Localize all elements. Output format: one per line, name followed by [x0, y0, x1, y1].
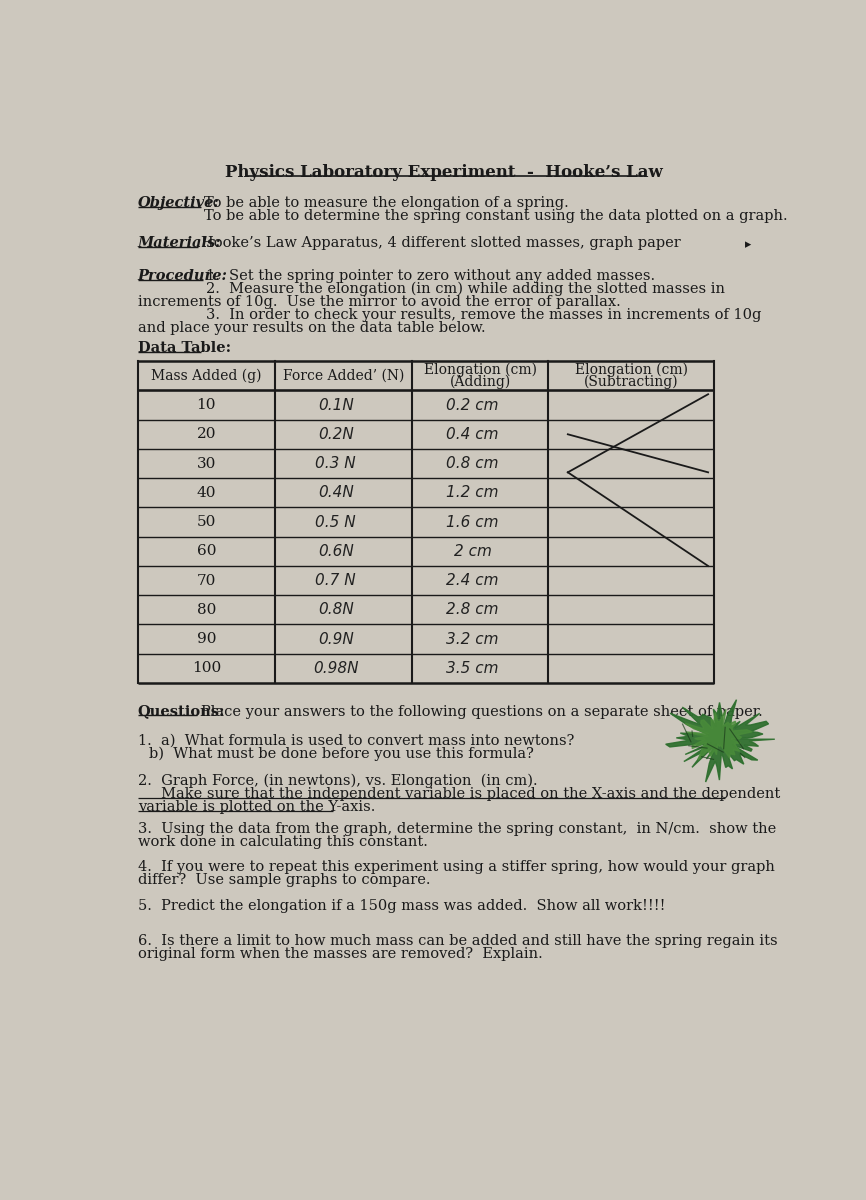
Text: 3.2 cm: 3.2 cm — [446, 631, 499, 647]
Text: and place your results on the data table below.: and place your results on the data table… — [138, 322, 485, 335]
Text: 2.4 cm: 2.4 cm — [446, 574, 499, 588]
Polygon shape — [685, 709, 753, 760]
Text: 1.2 cm: 1.2 cm — [446, 485, 499, 500]
Text: 30: 30 — [197, 456, 216, 470]
Text: 0.4N: 0.4N — [318, 485, 353, 500]
Text: 5.  Predict the elongation if a 150g mass was added.  Show all work!!!!: 5. Predict the elongation if a 150g mass… — [138, 899, 665, 912]
Text: To be able to determine the spring constant using the data plotted on a graph.: To be able to determine the spring const… — [204, 210, 788, 223]
Text: 100: 100 — [191, 661, 221, 676]
Text: 1.6 cm: 1.6 cm — [446, 515, 499, 529]
Text: 3.  Using the data from the graph, determine the spring constant,  in N/cm.  sho: 3. Using the data from the graph, determ… — [138, 822, 776, 835]
Text: 0.7 N: 0.7 N — [315, 574, 356, 588]
Text: 0.2 cm: 0.2 cm — [446, 397, 499, 413]
Text: 0.98N: 0.98N — [313, 661, 359, 676]
Text: 1.  a)  What formula is used to convert mass into newtons?: 1. a) What formula is used to convert ma… — [138, 734, 574, 748]
Text: Make sure that the independent variable is placed on the X-axis and the dependen: Make sure that the independent variable … — [138, 787, 780, 800]
Text: 70: 70 — [197, 574, 216, 588]
Text: 3.5 cm: 3.5 cm — [446, 661, 499, 676]
Text: 0.9N: 0.9N — [318, 631, 353, 647]
Text: 0.2N: 0.2N — [318, 427, 353, 442]
Text: 0.8 cm: 0.8 cm — [446, 456, 499, 472]
Text: 90: 90 — [197, 632, 216, 646]
Text: 2.8 cm: 2.8 cm — [446, 602, 499, 617]
Polygon shape — [666, 700, 775, 782]
Text: variable is plotted on the Y-axis.: variable is plotted on the Y-axis. — [138, 800, 375, 814]
Text: 80: 80 — [197, 602, 216, 617]
Text: Data Table:: Data Table: — [138, 341, 231, 355]
Text: differ?  Use sample graphs to compare.: differ? Use sample graphs to compare. — [138, 874, 430, 887]
Text: 4.  If you were to repeat this experiment using a stiffer spring, how would your: 4. If you were to repeat this experiment… — [138, 860, 774, 874]
Text: Place your answers to the following questions on a separate sheet of paper.: Place your answers to the following ques… — [201, 704, 763, 719]
Text: 0.5 N: 0.5 N — [315, 515, 356, 529]
Text: Physics Laboratory Experiment  -  Hooke’s Law: Physics Laboratory Experiment - Hooke’s … — [225, 164, 662, 181]
Text: Mass Added (g): Mass Added (g) — [151, 368, 262, 383]
Text: 2.  Graph Force, (in newtons), vs. Elongation  (in cm).: 2. Graph Force, (in newtons), vs. Elonga… — [138, 774, 537, 788]
Text: work done in calculating this constant.: work done in calculating this constant. — [138, 835, 428, 848]
Text: 2 cm: 2 cm — [454, 544, 491, 559]
Text: original form when the masses are removed?  Explain.: original form when the masses are remove… — [138, 947, 542, 961]
Text: 0.3 N: 0.3 N — [315, 456, 356, 472]
Text: Procedure:: Procedure: — [138, 269, 228, 283]
Text: 2.  Measure the elongation (in cm) while adding the slotted masses in: 2. Measure the elongation (in cm) while … — [206, 282, 725, 296]
Text: (Adding): (Adding) — [449, 374, 511, 389]
Text: increments of 10g.  Use the mirror to avoid the error of parallax.: increments of 10g. Use the mirror to avo… — [138, 295, 620, 308]
Text: Elongation (cm): Elongation (cm) — [575, 362, 688, 377]
Text: 3.  In order to check your results, remove the masses in increments of 10g: 3. In order to check your results, remov… — [206, 308, 761, 322]
Text: To be able to measure the elongation of a spring.: To be able to measure the elongation of … — [204, 197, 569, 210]
Text: 60: 60 — [197, 545, 216, 558]
Text: 20: 20 — [197, 427, 216, 442]
Text: 10: 10 — [197, 398, 216, 412]
Text: Hooke’s Law Apparatus, 4 different slotted masses, graph paper: Hooke’s Law Apparatus, 4 different slott… — [201, 236, 681, 251]
Text: b)  What must be done before you use this formula?: b) What must be done before you use this… — [149, 746, 533, 761]
Text: (Subtracting): (Subtracting) — [584, 374, 679, 389]
Text: Questions:: Questions: — [138, 704, 225, 719]
Text: Force Added’ (N): Force Added’ (N) — [283, 368, 404, 383]
Text: 0.8N: 0.8N — [318, 602, 353, 617]
Text: 0.6N: 0.6N — [318, 544, 353, 559]
Text: 50: 50 — [197, 515, 216, 529]
Text: 1.  Set the spring pointer to zero without any added masses.: 1. Set the spring pointer to zero withou… — [206, 269, 655, 283]
Text: Elongation (cm): Elongation (cm) — [423, 362, 537, 377]
Text: Objective:: Objective: — [138, 197, 219, 210]
Text: 0.1N: 0.1N — [318, 397, 353, 413]
Text: 0.4 cm: 0.4 cm — [446, 427, 499, 442]
Text: 40: 40 — [197, 486, 216, 500]
Text: Materials:: Materials: — [138, 236, 222, 251]
Text: 6.  Is there a limit to how much mass can be added and still have the spring reg: 6. Is there a limit to how much mass can… — [138, 934, 778, 948]
Text: ▸: ▸ — [746, 238, 752, 251]
